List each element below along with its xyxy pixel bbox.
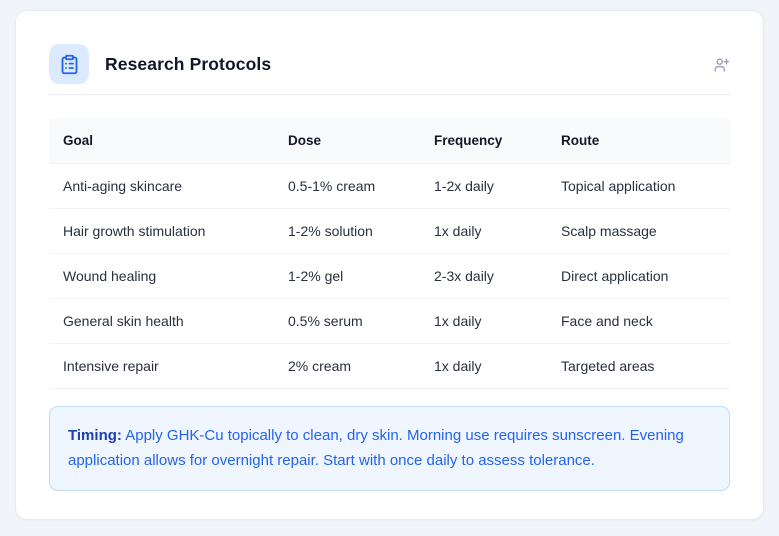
protocols-table: Goal Dose Frequency Route Anti-aging ski…	[49, 119, 730, 389]
timing-note-label: Timing:	[68, 426, 122, 444]
cell-route: Direct application	[547, 253, 730, 299]
cell-dose: 0.5-1% cream	[274, 163, 420, 209]
cell-goal: Anti-aging skincare	[49, 163, 274, 209]
column-header-dose: Dose	[274, 119, 420, 164]
cell-route: Targeted areas	[547, 343, 730, 389]
cell-dose: 2% cream	[274, 343, 420, 389]
clipboard-list-icon	[61, 54, 77, 74]
cell-route: Face and neck	[547, 298, 730, 344]
table-row: Wound healing 1-2% gel 2-3x daily Direct…	[49, 253, 730, 299]
column-header-frequency: Frequency	[420, 119, 547, 164]
research-protocols-card: Research Protocols Goal Dose Frequency R…	[15, 10, 764, 520]
page-title: Research Protocols	[105, 53, 272, 74]
table-row: Hair growth stimulation 1-2% solution 1x…	[49, 208, 730, 254]
cell-dose: 0.5% serum	[274, 298, 420, 344]
card-header: Research Protocols	[49, 11, 730, 84]
cell-goal: Wound healing	[49, 253, 274, 299]
table-header-row: Goal Dose Frequency Route	[49, 119, 730, 164]
cell-route: Scalp massage	[547, 208, 730, 254]
cell-goal: Intensive repair	[49, 343, 274, 389]
column-header-goal: Goal	[49, 119, 274, 164]
user-plus-icon[interactable]	[712, 55, 730, 73]
table-row: Anti-aging skincare 0.5-1% cream 1-2x da…	[49, 163, 730, 209]
cell-frequency: 1-2x daily	[420, 163, 547, 209]
cell-goal: General skin health	[49, 298, 274, 344]
cell-goal: Hair growth stimulation	[49, 208, 274, 254]
cell-dose: 1-2% solution	[274, 208, 420, 254]
header-divider	[49, 94, 730, 95]
table-row: General skin health 0.5% serum 1x daily …	[49, 298, 730, 344]
table-row: Intensive repair 2% cream 1x daily Targe…	[49, 343, 730, 389]
cell-dose: 1-2% gel	[274, 253, 420, 299]
cell-frequency: 2-3x daily	[420, 253, 547, 299]
timing-note-text: Apply GHK-Cu topically to clean, dry ski…	[68, 426, 684, 470]
cell-frequency: 1x daily	[420, 208, 547, 254]
cell-frequency: 1x daily	[420, 343, 547, 389]
clipboard-icon-badge	[49, 44, 89, 84]
timing-note: Timing: Apply GHK-Cu topically to clean,…	[49, 405, 730, 491]
column-header-route: Route	[547, 119, 730, 164]
cell-route: Topical application	[547, 163, 730, 209]
cell-frequency: 1x daily	[420, 298, 547, 344]
